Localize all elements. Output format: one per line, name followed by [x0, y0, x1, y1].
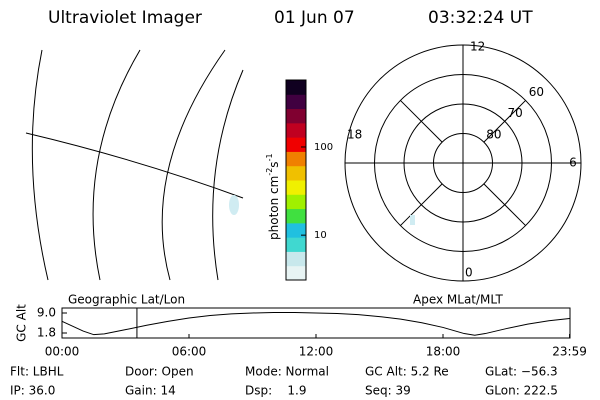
aurora-spot: [410, 215, 415, 225]
color-step: [286, 194, 306, 210]
label-part: -2: [265, 168, 274, 176]
status-field: GLon: 222.5: [485, 384, 558, 398]
color-step: [286, 80, 306, 95]
mlt-label: 18: [347, 128, 362, 142]
map-label: Apex MLat/MLT: [413, 293, 503, 307]
mlt-label: 0: [465, 266, 473, 280]
mlt-line: [483, 183, 526, 226]
time: 03:32:24 UT: [428, 8, 533, 28]
meridian: [31, 49, 49, 281]
colorbar-frame: [285, 79, 307, 281]
parallel: [25, 132, 244, 199]
status-field: IP: 36.0: [10, 384, 55, 398]
color-step: [286, 108, 306, 124]
meridian: [212, 69, 244, 281]
color-step: [286, 265, 306, 281]
status-field: Door: Open: [125, 365, 194, 379]
status-field: Flt: LBHL: [10, 365, 64, 379]
color-step: [286, 251, 306, 267]
label-part: s: [267, 161, 281, 167]
y-axis-label: GC Alt: [15, 304, 29, 342]
color-step: [286, 237, 306, 252]
colorbar-label: photon cm-2s-1: [265, 153, 281, 240]
y-tick-label: 9.0: [37, 306, 56, 320]
x-tick-label: 06:00: [172, 345, 207, 359]
mlt-label: 12: [470, 40, 485, 54]
meridian: [161, 49, 226, 281]
color-step: [286, 222, 306, 238]
y-tick-label: 1.8: [37, 326, 56, 340]
mlt-line: [400, 183, 443, 226]
colorbar-tick-label: 10: [314, 230, 327, 241]
color-step: [286, 122, 306, 138]
lat-label: 60: [529, 85, 544, 99]
meridian: [92, 49, 141, 281]
x-tick-label: 00:00: [45, 345, 80, 359]
x-tick-label: 23:59: [552, 345, 587, 359]
x-tick-label: 12:00: [299, 345, 334, 359]
status-field: GLat: −56.3: [485, 365, 558, 379]
color-step: [286, 180, 306, 195]
color-step: [286, 208, 306, 224]
status-field: Dsp: 1.9: [245, 384, 307, 398]
color-step: [286, 151, 306, 167]
status-field: Seq: 39: [365, 384, 411, 398]
lat-label: 70: [507, 106, 522, 120]
x-tick-label: 18:00: [426, 345, 461, 359]
title: Ultraviolet Imager: [48, 8, 202, 28]
mlt-line: [483, 100, 526, 143]
status-field: Mode: Normal: [245, 365, 329, 379]
mlt-label: 6: [569, 156, 577, 170]
label-part: photon cm: [267, 176, 281, 240]
map-label: Geographic Lat/Lon: [68, 293, 185, 307]
colorbar-tick-label: 100: [314, 142, 333, 153]
altitude-line: [61, 311, 570, 336]
aurora-patch: [229, 195, 239, 215]
status-field: GC Alt: 5.2 Re: [365, 365, 449, 379]
label-part: -1: [265, 153, 274, 161]
color-step: [286, 94, 306, 110]
color-step: [286, 165, 306, 181]
status-field: Gain: 14: [125, 384, 176, 398]
lat-label: 80: [486, 127, 501, 141]
mlt-line: [400, 100, 443, 143]
color-step: [286, 137, 306, 152]
date: 01 Jun 07: [274, 8, 355, 28]
geo-map: [25, 49, 244, 281]
